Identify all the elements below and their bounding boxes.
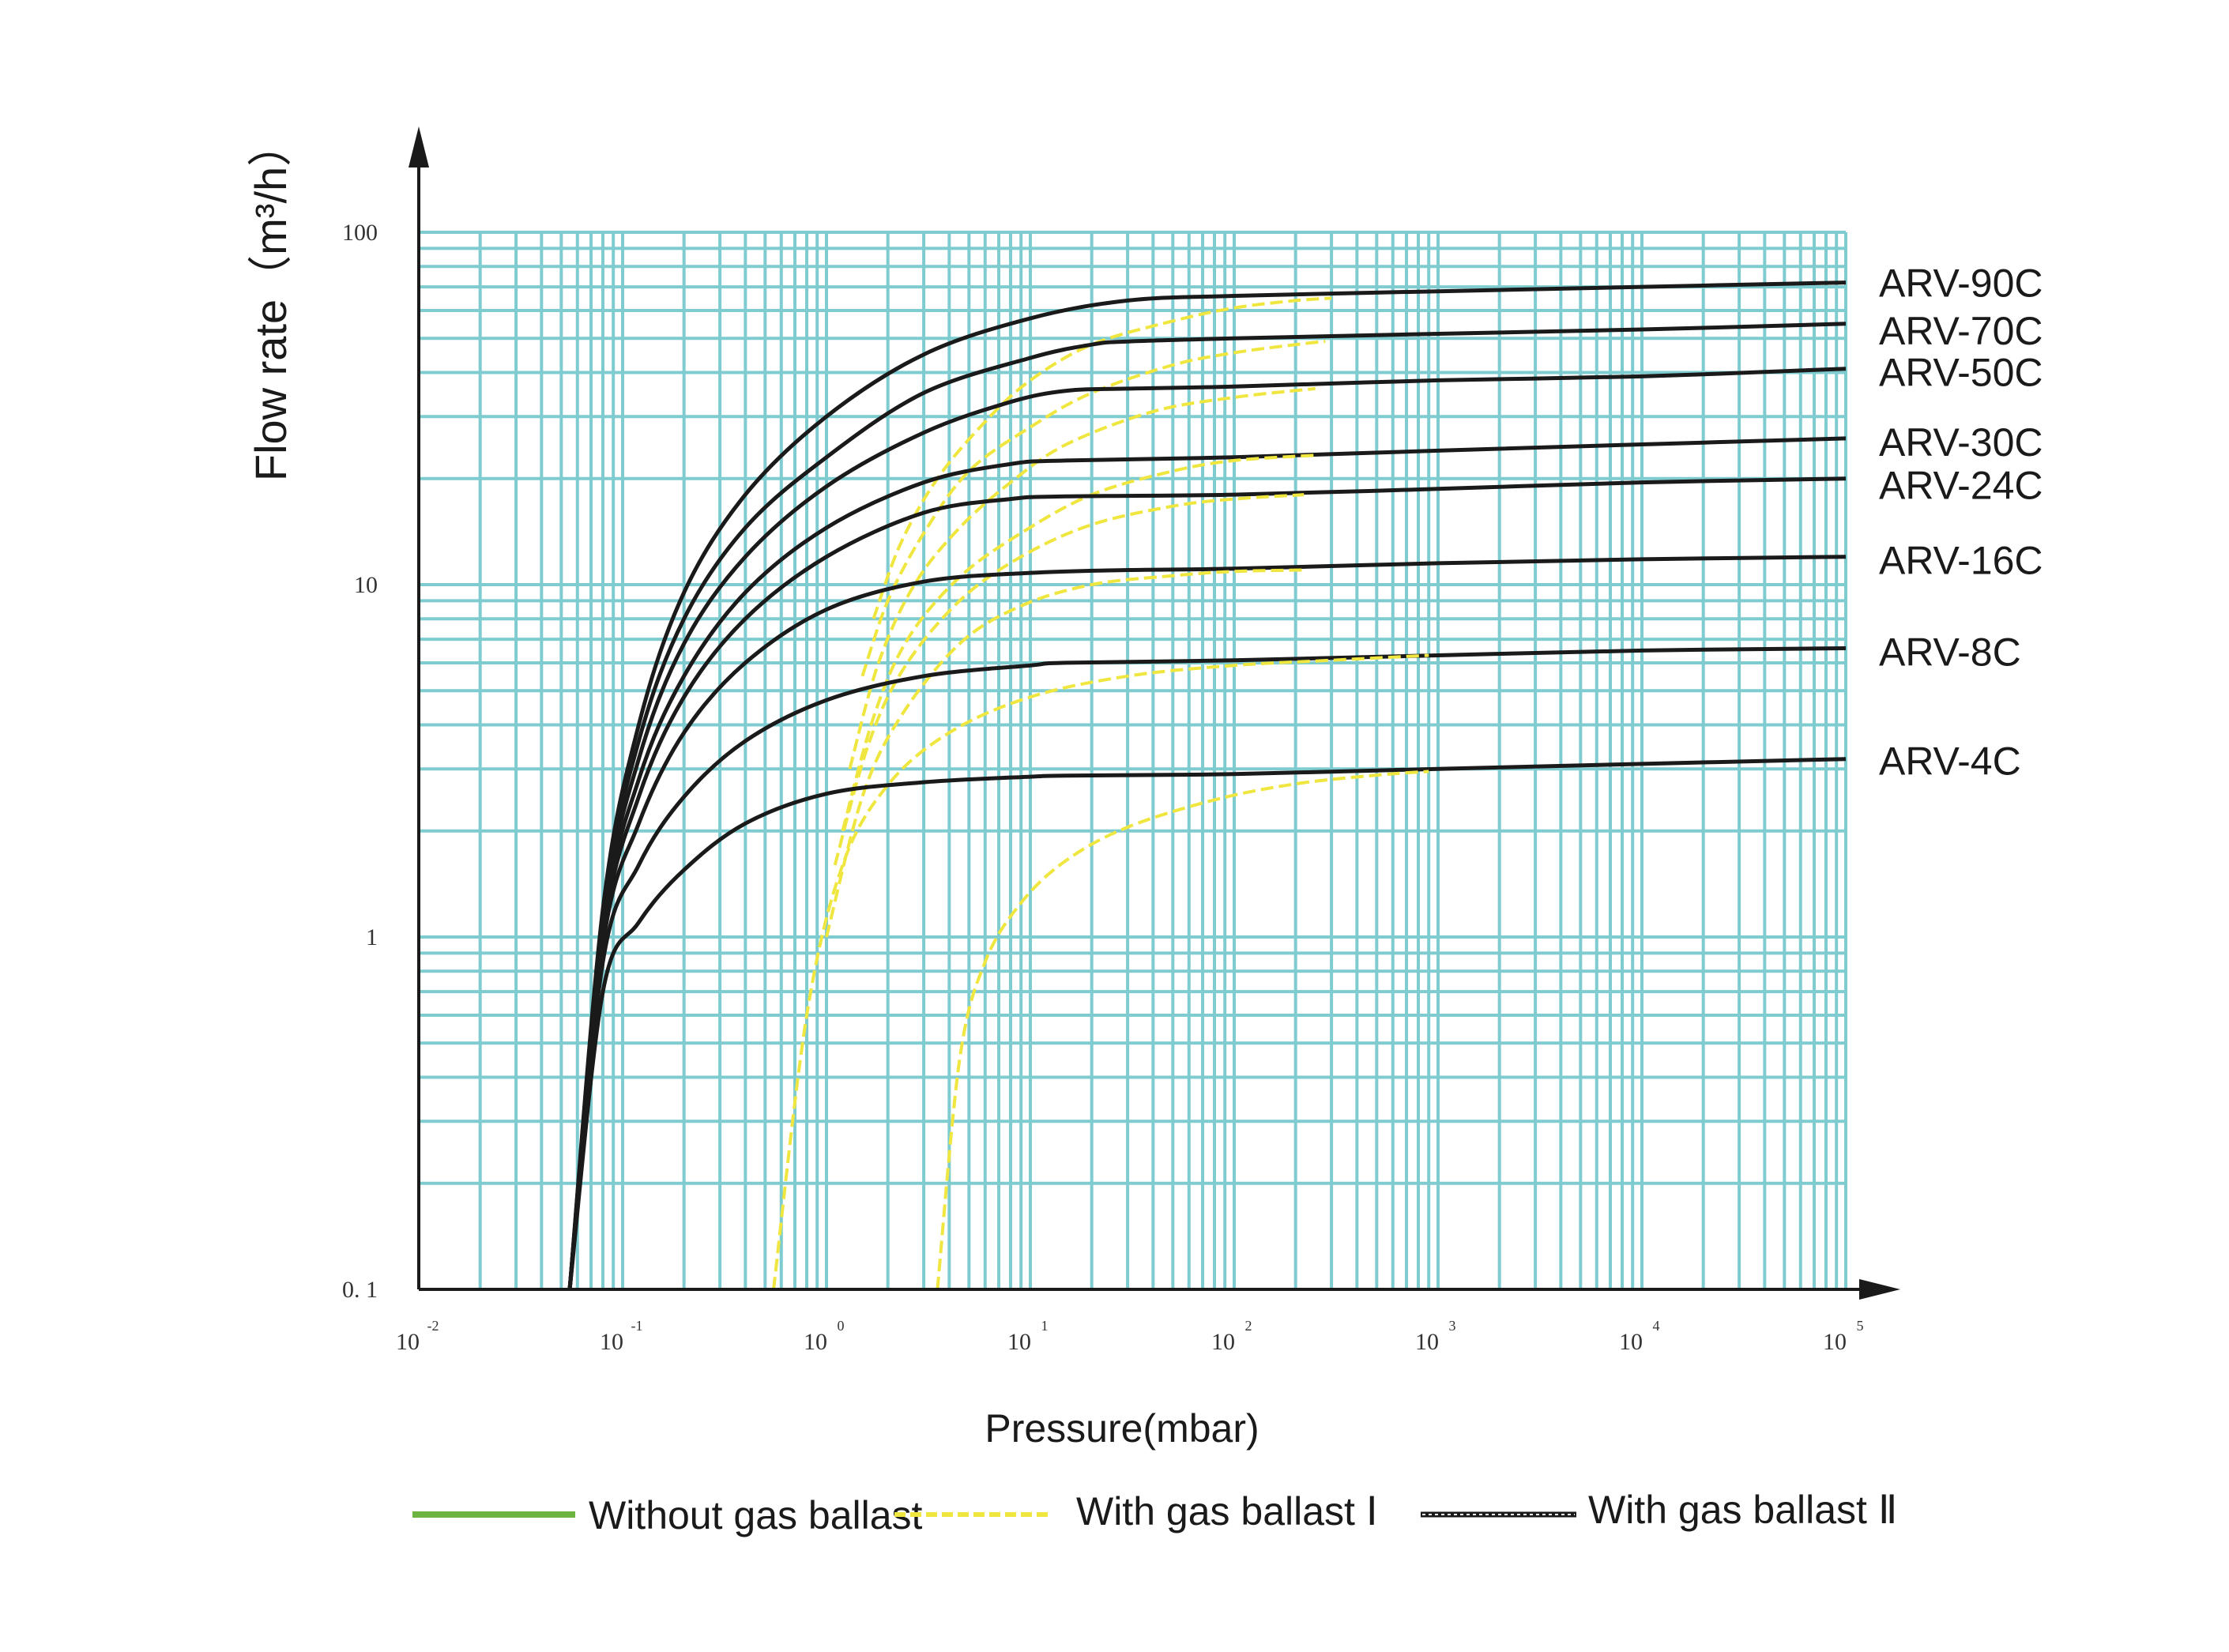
- x-tick-exponent: 2: [1245, 1318, 1252, 1334]
- series-label-arv-24c: ARV-24C: [1879, 464, 2043, 508]
- curve-ballast-1-arv-16c: [825, 568, 1305, 938]
- curve-without-ballast-arv-30c: [567, 436, 1847, 1290]
- x-tick-exponent: 5: [1857, 1318, 1864, 1334]
- legend: Without gas ballast With gas ballast Ⅰ W…: [412, 1488, 1897, 1537]
- series-label-arv-4c: ARV-4C: [1879, 739, 2021, 784]
- x-axis-title: Pressure(mbar): [985, 1406, 1259, 1451]
- series-label-arv-70c: ARV-70C: [1879, 309, 2043, 353]
- x-tick-label: 10: [1823, 1329, 1847, 1355]
- x-tick-label: 10: [804, 1329, 827, 1355]
- curve-without-ballast-arv-90c: [567, 280, 1847, 1290]
- curve-ballast-1-arv-4c: [936, 770, 1429, 1290]
- curve-ballast-1-arv-90c: [872, 296, 1332, 619]
- x-tick-label: 10: [1415, 1329, 1439, 1355]
- x-tick-exponent: -2: [427, 1318, 439, 1334]
- grid-lines: [419, 231, 1847, 1289]
- legend-label-ballast-2: With gas ballast Ⅱ: [1588, 1488, 1897, 1532]
- curve-ballast-1-arv-8c: [772, 653, 1429, 1290]
- curve-ballast-1-arv-24c: [833, 493, 1305, 866]
- legend-label-ballast-1: With gas ballast Ⅰ: [1076, 1489, 1378, 1533]
- x-tick-exponent: -1: [631, 1318, 643, 1334]
- curve-without-ballast-arv-8c: [567, 646, 1847, 1290]
- curves-layer: [567, 280, 1847, 1290]
- x-tick-label: 10: [600, 1329, 623, 1355]
- y-axis-title: Flow rate（m³/h）: [246, 122, 296, 481]
- series-label-arv-8c: ARV-8C: [1879, 630, 2021, 674]
- axes: [409, 126, 1900, 1300]
- x-tick-exponent: 3: [1449, 1318, 1456, 1334]
- y-axis-arrow: [409, 126, 429, 167]
- x-tick-label: 10: [1211, 1329, 1235, 1355]
- x-tick-exponent: 4: [1653, 1318, 1660, 1334]
- y-tick-label: 1: [366, 924, 378, 950]
- x-tick-label: 10: [1007, 1329, 1031, 1355]
- curve-without-ballast-arv-16c: [567, 555, 1847, 1290]
- y-tick-label: 100: [342, 220, 378, 246]
- curve-without-ballast-arv-70c: [567, 322, 1847, 1290]
- curve-ballast-1-arv-50c: [848, 386, 1316, 770]
- curve-without-ballast-arv-4c: [567, 757, 1847, 1290]
- legend-label-without-ballast: Without gas ballast: [589, 1493, 923, 1537]
- series-label-arv-50c: ARV-50C: [1879, 351, 2043, 395]
- x-tick-label: 10: [1619, 1329, 1643, 1355]
- curve-ballast-1-arv-70c: [860, 340, 1326, 677]
- x-tick-label: 10: [396, 1329, 420, 1355]
- y-tick-label: 10: [354, 572, 378, 598]
- series-label-arv-90c: ARV-90C: [1879, 262, 2043, 306]
- y-tick-label: 0. 1: [342, 1277, 378, 1303]
- series-label-arv-30c: ARV-30C: [1879, 420, 2043, 465]
- curve-without-ballast-arv-24c: [567, 476, 1847, 1290]
- curve-without-ballast-arv-50c: [567, 367, 1847, 1290]
- x-tick-exponent: 0: [838, 1318, 845, 1334]
- x-tick-exponent: 1: [1041, 1318, 1049, 1334]
- series-label-arv-16c: ARV-16C: [1879, 539, 2043, 583]
- curve-ballast-1-arv-30c: [841, 453, 1316, 832]
- x-axis-arrow: [1859, 1279, 1900, 1300]
